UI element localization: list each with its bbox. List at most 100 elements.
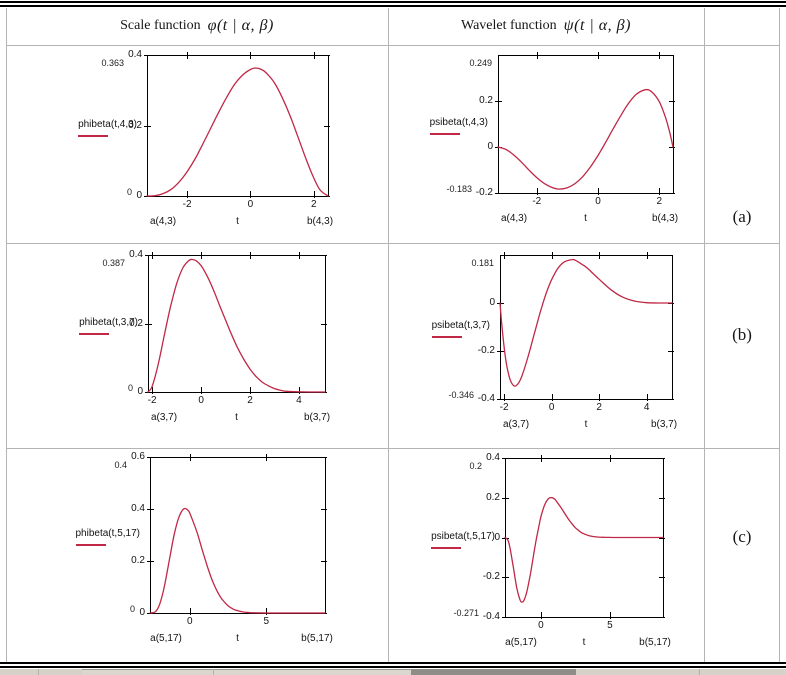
x-axis-label-b: b(3,7)	[650, 419, 678, 430]
y-tick-label: -0.2	[475, 187, 493, 198]
trace-limit-marker-top: 0.387	[102, 258, 125, 268]
x-axis-label-t: t	[584, 213, 587, 224]
x-axis-label-b: b(3,7)	[303, 412, 331, 423]
plot-psibeta-t-5-17: 0.4 0.2 0 -0.2 -0.4 0 5 0.2 -0.271 psibeta(t,5,17…	[388, 448, 704, 662]
legend-line-sample	[430, 133, 460, 135]
y-tick-label: 0.4	[486, 452, 500, 463]
x-tick-label: -2	[532, 196, 542, 207]
x-tick-label: 0	[198, 395, 204, 406]
plot-canvas	[495, 52, 675, 195]
trace-limit-marker-bottom: -0.183	[446, 184, 472, 194]
x-tick-label: -2	[499, 402, 509, 413]
x-axis-label-t: t	[582, 637, 586, 648]
wavelet-header-label: Wavelet function	[461, 18, 557, 33]
y-tick-label: 0.2	[479, 95, 493, 106]
x-axis-label-a: a(3,7)	[150, 412, 178, 423]
row-label-b: (b)	[732, 325, 752, 344]
y-tick-label: 0	[489, 297, 495, 308]
legend-line-sample	[431, 546, 461, 549]
plot-frame	[498, 55, 674, 194]
x-axis-label-b: b(5,17)	[639, 637, 671, 648]
row-label-c: (c)	[732, 527, 752, 546]
y-tick-label: 0.4	[131, 503, 145, 514]
legend-label: phibeta(t,5,17)	[75, 528, 141, 539]
legend-label: psibeta(t,5,17)	[431, 530, 495, 542]
y-tick-label: 0.4	[128, 49, 142, 60]
x-tick-label: 0	[595, 196, 601, 207]
table-top-rule-inner	[0, 5, 786, 7]
trace-curve	[149, 507, 326, 614]
taskbar-button[interactable]	[411, 669, 576, 675]
y-tick-label: -0.2	[477, 345, 495, 356]
wavelet-header-formula: ψ(t | α, β)	[563, 17, 631, 34]
column-separator-1	[388, 8, 389, 662]
y-tick-label: 0	[139, 607, 145, 618]
plot-frame	[150, 457, 326, 614]
plot-psibeta-t-4-3: 0.2 0 -0.2 -2 0 2 0.249 -0.183 psibeta(t,4,3) a(4…	[388, 48, 704, 243]
plot-canvas	[144, 52, 330, 198]
legend-label: psibeta(t,4,3)	[429, 117, 488, 128]
legend-line-sample	[76, 544, 106, 546]
x-tick-label: 0	[186, 616, 193, 627]
trace-curve	[147, 258, 326, 393]
plot-frame	[148, 255, 326, 393]
y-tick-label: 0.6	[131, 451, 145, 462]
legend-line-sample	[78, 134, 108, 137]
column-header-wavelet-function: Wavelet function ψ(t | α, β)	[388, 9, 704, 43]
taskbar-separator	[699, 669, 700, 675]
scale-header-formula: φ(t | α, β)	[207, 17, 274, 34]
x-tick-label: 2	[247, 395, 253, 406]
x-axis-label-t: t	[236, 633, 239, 644]
x-tick-label: -2	[182, 199, 192, 210]
plot-phibeta-t-4-3: 0.4 0.2 0 -2 0 2 0.363 0 phibeta(t,4,3) a(4,3) t b(…	[6, 48, 388, 243]
y-tick-label: 0.2	[129, 317, 143, 329]
y-tick-label: 0	[494, 531, 500, 543]
x-axis-label-b: b(5,17)	[301, 633, 333, 644]
trace-limit-marker-bottom: -0.271	[453, 608, 479, 618]
row-label-a: (a)	[732, 207, 752, 226]
column-header-scale-function: Scale function φ(t | α, β)	[6, 9, 388, 43]
x-axis-label-t: t	[235, 412, 238, 423]
plot-canvas	[147, 454, 327, 615]
y-tick-label: 0.2	[128, 119, 142, 131]
x-axis-label-a: a(4,3)	[149, 216, 177, 227]
x-tick-label: 4	[296, 395, 302, 406]
plot-canvas	[497, 252, 674, 401]
trace-curve	[504, 496, 664, 603]
x-tick-label: 2	[596, 402, 602, 413]
y-tick-label: -0.4	[482, 611, 500, 622]
legend-label: phibeta(t,4,3)	[78, 118, 137, 130]
y-tick-label: 0	[136, 190, 142, 201]
plot-frame	[147, 55, 329, 197]
table-bottom-rule-inner	[0, 662, 786, 664]
trace-limit-marker-bottom: 0	[126, 187, 132, 197]
trace-limit-marker-top: 0.181	[471, 258, 494, 268]
trace-limit-marker-top: 0.2	[469, 461, 482, 471]
x-tick-label: 0	[247, 199, 254, 210]
legend-line-sample	[432, 336, 462, 338]
table-bottom-rule-outer	[0, 666, 786, 668]
trace-curve	[497, 88, 674, 190]
y-tick-label: 0.4	[129, 249, 143, 260]
taskbar-separator	[213, 669, 214, 675]
table-top-rule-outer	[0, 1, 786, 3]
x-tick-label: 5	[263, 616, 269, 627]
x-tick-label: 2	[310, 199, 317, 210]
taskbar-segment	[82, 669, 411, 675]
header-separator	[6, 45, 780, 46]
scale-header-label: Scale function	[120, 18, 201, 33]
plot-canvas	[145, 252, 327, 394]
trace-limit-marker-top: 0.363	[101, 58, 124, 68]
legend-label: psibeta(t,3,7)	[431, 320, 490, 331]
y-tick-label: 0.2	[131, 555, 145, 566]
x-tick-label: 5	[607, 620, 613, 631]
x-tick-label: -2	[147, 395, 157, 406]
x-axis-label-t: t	[584, 419, 588, 430]
x-tick-label: 0	[538, 620, 544, 631]
trace-limit-marker-bottom: 0	[129, 604, 135, 614]
plot-phibeta-t-5-17: 0.6 0.4 0.2 0 0 5 0.4 0 phibeta(t,5,17) a(5,17) t b…	[6, 448, 388, 662]
x-tick-label: 4	[643, 402, 650, 413]
plot-canvas	[502, 455, 665, 619]
x-axis-label-t: t	[236, 216, 239, 227]
column-separator-2	[704, 8, 705, 662]
